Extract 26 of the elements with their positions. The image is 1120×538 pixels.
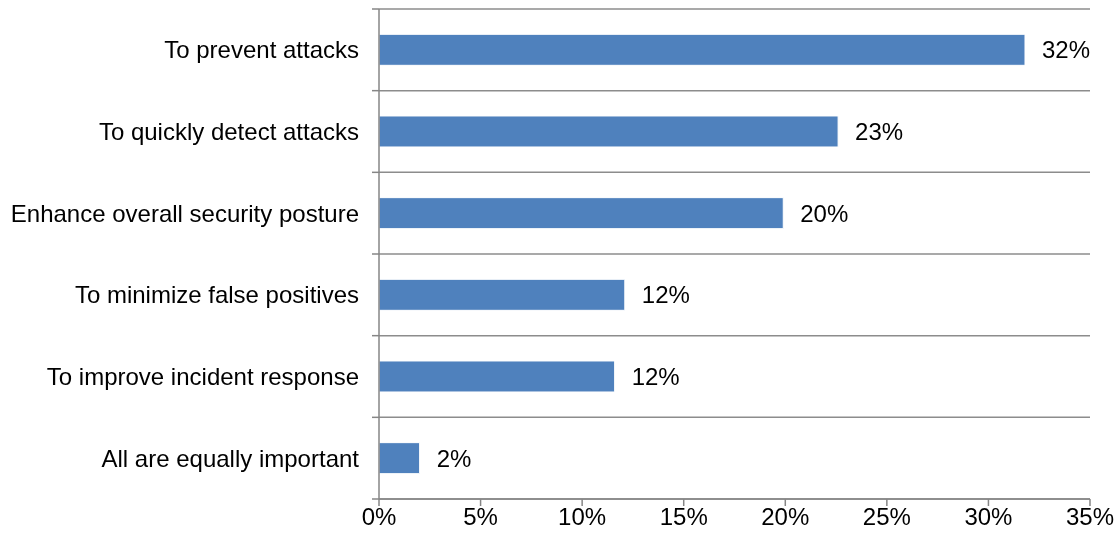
y-tick-label: Enhance overall security posture bbox=[10, 199, 359, 227]
y-tick-label: To minimize false positives bbox=[74, 281, 359, 309]
x-tick-label: 10% bbox=[558, 503, 607, 531]
x-tick-label: 15% bbox=[659, 503, 708, 531]
y-tick-label: To prevent attacks bbox=[164, 36, 359, 64]
x-tick-label: 20% bbox=[761, 503, 810, 531]
bar bbox=[379, 278, 626, 311]
bar bbox=[379, 442, 421, 475]
x-tick-label: 5% bbox=[463, 503, 498, 531]
x-tick-label: 0% bbox=[361, 503, 397, 531]
data-label: 23% bbox=[855, 118, 904, 145]
data-label: 32% bbox=[1041, 36, 1091, 64]
data-label: 2% bbox=[436, 444, 472, 472]
x-tick-label: 30% bbox=[964, 503, 1013, 531]
y-tick-label: To improve incident response bbox=[46, 363, 359, 391]
bar bbox=[379, 360, 616, 393]
y-tick-label: To quickly detect attacks bbox=[98, 118, 359, 146]
data-label: 12% bbox=[631, 363, 680, 390]
x-tick-label: 25% bbox=[862, 503, 911, 531]
data-label: 20% bbox=[800, 199, 849, 227]
bar bbox=[379, 197, 784, 230]
bar bbox=[379, 115, 839, 148]
data-label: 12% bbox=[641, 281, 690, 309]
x-tick-label: 35% bbox=[1065, 503, 1115, 531]
bar bbox=[379, 33, 1026, 66]
y-tick-label: All are equally important bbox=[101, 444, 360, 472]
